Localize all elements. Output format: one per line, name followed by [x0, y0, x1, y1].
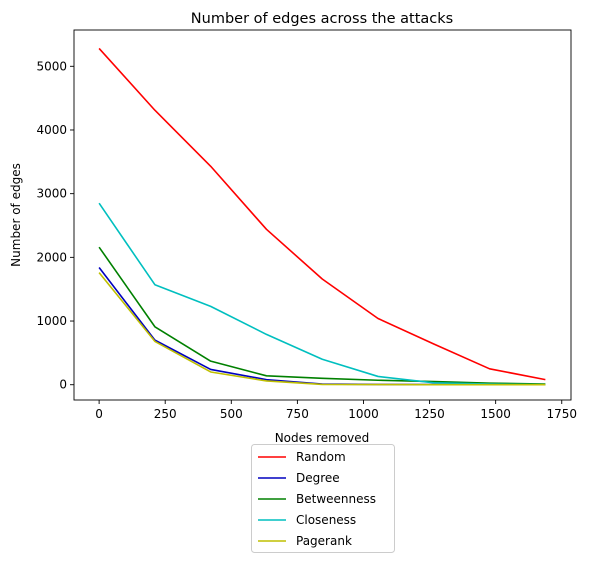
legend-label-degree: Degree: [296, 471, 340, 485]
x-axis-label: Nodes removed: [275, 431, 370, 445]
legend-label-random: Random: [296, 450, 346, 464]
series-line-closeness: [98, 202, 546, 386]
series-line-betweenness: [98, 246, 546, 385]
x-tick-label: 1250: [414, 407, 445, 421]
y-tick-label: 2000: [36, 250, 67, 264]
legend-label-betweenness: Betweenness: [296, 492, 376, 506]
series-line-degree: [98, 267, 546, 386]
x-tick-label: 500: [220, 407, 243, 421]
y-tick-label: 4000: [36, 123, 67, 137]
x-tick-label: 250: [154, 407, 177, 421]
legend: Random Degree Betweenness Closeness Pagerank: [251, 444, 395, 553]
series-line-pagerank: [98, 272, 546, 386]
chart-title: Number of edges across the attacks: [191, 11, 453, 27]
x-tick-label: 1500: [480, 407, 511, 421]
plot-lines: [98, 47, 546, 386]
y-tick-label: 5000: [36, 59, 67, 73]
x-tick-label: 1000: [348, 407, 379, 421]
x-tick-label: 750: [286, 407, 309, 421]
y-axis-ticks: 0 1000 2000 3000 4000 5000: [36, 59, 74, 392]
y-axis-label: Number of edges: [9, 163, 23, 267]
y-tick-label: 3000: [36, 187, 67, 201]
y-tick-label: 1000: [36, 314, 67, 328]
x-tick-label: 1750: [546, 407, 577, 421]
plot-frame: [73, 29, 572, 401]
y-tick-label: 0: [59, 378, 67, 392]
legend-label-pagerank: Pagerank: [296, 534, 352, 548]
legend-label-closeness: Closeness: [296, 513, 356, 527]
x-tick-label: 0: [95, 407, 103, 421]
legend-frame: [251, 444, 395, 553]
series-line-random: [98, 47, 546, 381]
x-axis-ticks: 0 250 500 750 1000 1250 1500 1750: [95, 400, 577, 421]
